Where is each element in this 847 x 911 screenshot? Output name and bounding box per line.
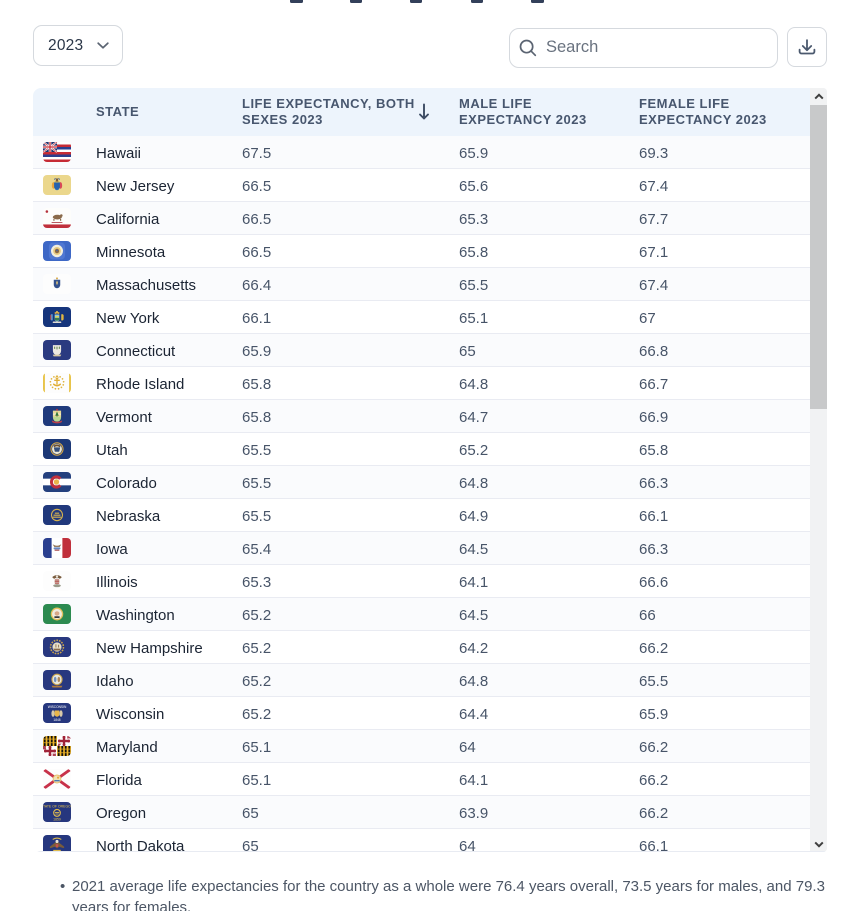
svg-text:STATE OF OREGON: STATE OF OREGON <box>43 805 71 809</box>
svg-text:1859: 1859 <box>53 817 61 821</box>
svg-text:WISCONSIN: WISCONSIN <box>48 705 67 709</box>
svg-text:1848: 1848 <box>53 718 60 722</box>
